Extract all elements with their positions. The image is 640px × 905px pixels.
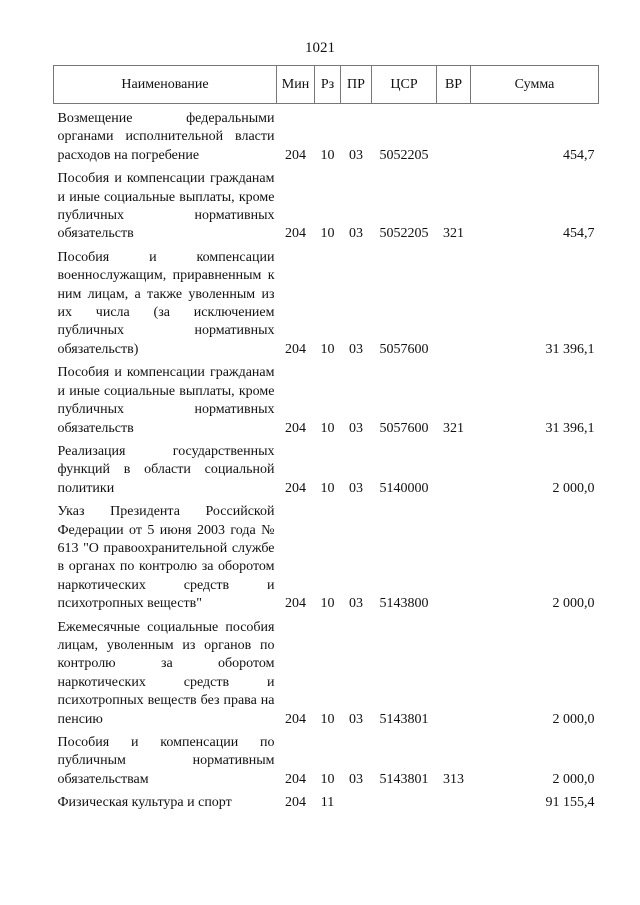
budget-table: Наименование Мин Рз ПР ЦСР ВР Сумма Возм… [53,65,599,815]
table-row: Физическая культура и спорт 204 11 91 155,4 [54,791,599,814]
cell-vr [437,500,471,615]
cell-pr: 03 [349,147,363,163]
cell-pr: 03 [349,771,363,787]
page-number: 1021 [305,40,335,56]
table-header-row: Наименование Мин Рз ПР ЦСР ВР Сумма [53,65,599,104]
cell-pr: 03 [349,226,363,242]
cell-pr: 03 [349,341,363,357]
cell-min: 204 [285,226,306,242]
cell-name: Пособия и компенсации военнослужащим, пр… [57,249,275,357]
cell-sum: 2 000,0 [552,771,595,787]
header-csr: ЦСР [371,65,437,104]
cell-csr: 5143800 [379,596,429,612]
table-row: Возмещение федеральными органами исполни… [54,104,599,168]
header-min: Мин [276,65,315,104]
cell-csr: 5052205 [379,226,429,242]
cell-name: Ежемесячные социальные пособия лицам, ув… [57,619,275,727]
cell-csr: 5057600 [379,341,429,357]
table-row: Пособия и компенсации гражданам и иные с… [54,167,599,246]
cell-pr: 03 [349,711,363,727]
cell-min: 204 [285,480,306,496]
cell-name: Пособия и компенсации гражданам и иные с… [57,171,275,242]
cell-vr [437,246,471,361]
cell-csr: 5052205 [379,147,429,163]
cell-rz: 10 [320,341,335,357]
cell-sum: 91 155,4 [545,795,595,811]
cell-sum: 31 396,1 [545,341,595,357]
cell-min: 204 [285,147,306,163]
cell-sum: 2 000,0 [552,711,595,727]
table-row: Пособия и компенсации военнослужащим, пр… [54,246,599,361]
cell-rz: 10 [320,480,335,496]
cell-sum: 454,7 [563,147,595,163]
table-row: Реализация государственных функций в обл… [54,440,599,500]
cell-rz: 10 [320,147,335,163]
cell-min: 204 [285,420,306,436]
header-vr: ВР [436,65,471,104]
cell-name: Пособия и компенсации по публичным норма… [57,735,275,787]
table-row: Пособия и компенсации по публичным норма… [54,731,599,791]
header-pr: ПР [340,65,372,104]
cell-min: 204 [285,341,306,357]
cell-csr: 5057600 [379,420,429,436]
cell-min: 204 [285,771,306,787]
cell-vr [437,440,471,500]
cell-min: 204 [285,711,306,727]
cell-rz: 10 [320,771,335,787]
cell-name: Пособия и компенсации гражданам и иные с… [57,365,275,436]
cell-sum: 2 000,0 [552,480,595,496]
header-rz: Рз [314,65,341,104]
cell-vr: 321 [443,420,464,436]
table-row: Пособия и компенсации гражданам и иные с… [54,361,599,440]
cell-name: Реализация государственных функций в обл… [57,443,275,496]
cell-name: Физическая культура и спорт [57,795,232,811]
cell-vr: 321 [443,226,464,242]
cell-vr [437,791,471,814]
cell-rz: 10 [320,711,335,727]
cell-vr: 313 [443,771,464,787]
cell-rz: 10 [320,596,335,612]
table-row: Указ Президента Российской Федерации от … [54,500,599,615]
cell-sum: 31 396,1 [545,420,595,436]
cell-pr: 03 [349,420,363,436]
header-name: Наименование [53,65,277,104]
cell-csr: 5140000 [379,480,429,496]
cell-pr [341,791,372,814]
cell-rz: 10 [320,226,335,242]
cell-sum: 454,7 [563,226,595,242]
cell-pr: 03 [349,480,363,496]
cell-sum: 2 000,0 [552,596,595,612]
cell-csr [372,791,437,814]
cell-vr [437,104,471,168]
cell-rz: 10 [320,420,335,436]
cell-rz: 11 [320,795,335,811]
header-sum: Сумма [470,65,599,104]
cell-csr: 5143801 [379,711,429,727]
cell-min: 204 [285,795,306,811]
cell-csr: 5143801 [379,771,429,787]
cell-name: Возмещение федеральными органами исполни… [57,111,275,163]
cell-name: Указ Президента Российской Федерации от … [57,504,275,612]
table-row: Ежемесячные социальные пособия лицам, ув… [54,616,599,731]
cell-min: 204 [285,596,306,612]
cell-vr [437,616,471,731]
cell-pr: 03 [349,596,363,612]
